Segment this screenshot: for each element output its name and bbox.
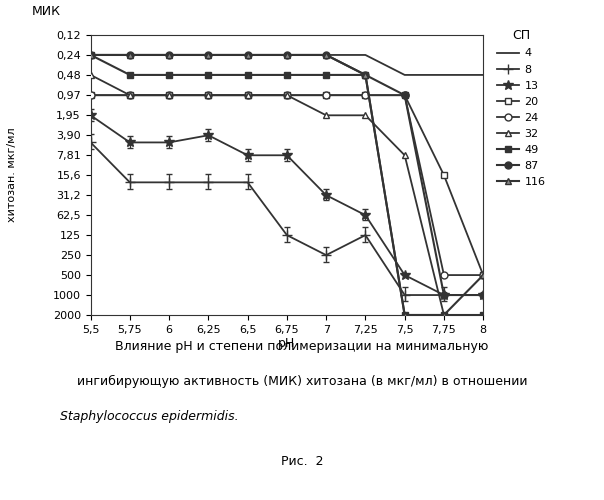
Text: ингибирующую активность (МИК) хитозана (в мкг/мл) в отношении: ингибирующую активность (МИК) хитозана (… bbox=[77, 375, 527, 388]
Text: Влияние pH и степени полимеризации на минимальную: Влияние pH и степени полимеризации на ми… bbox=[115, 340, 489, 353]
Text: МИК: МИК bbox=[31, 5, 61, 18]
X-axis label: pH: pH bbox=[278, 338, 295, 350]
Text: хитозан. мкг/мл: хитозан. мкг/мл bbox=[7, 128, 17, 222]
Text: Staphylococcus epidermidis.: Staphylococcus epidermidis. bbox=[60, 410, 239, 423]
Legend: 4, 8, 13, 20, 24, 32, 49, 87, 116: 4, 8, 13, 20, 24, 32, 49, 87, 116 bbox=[496, 30, 545, 188]
Text: Рис.  2: Рис. 2 bbox=[281, 455, 323, 468]
